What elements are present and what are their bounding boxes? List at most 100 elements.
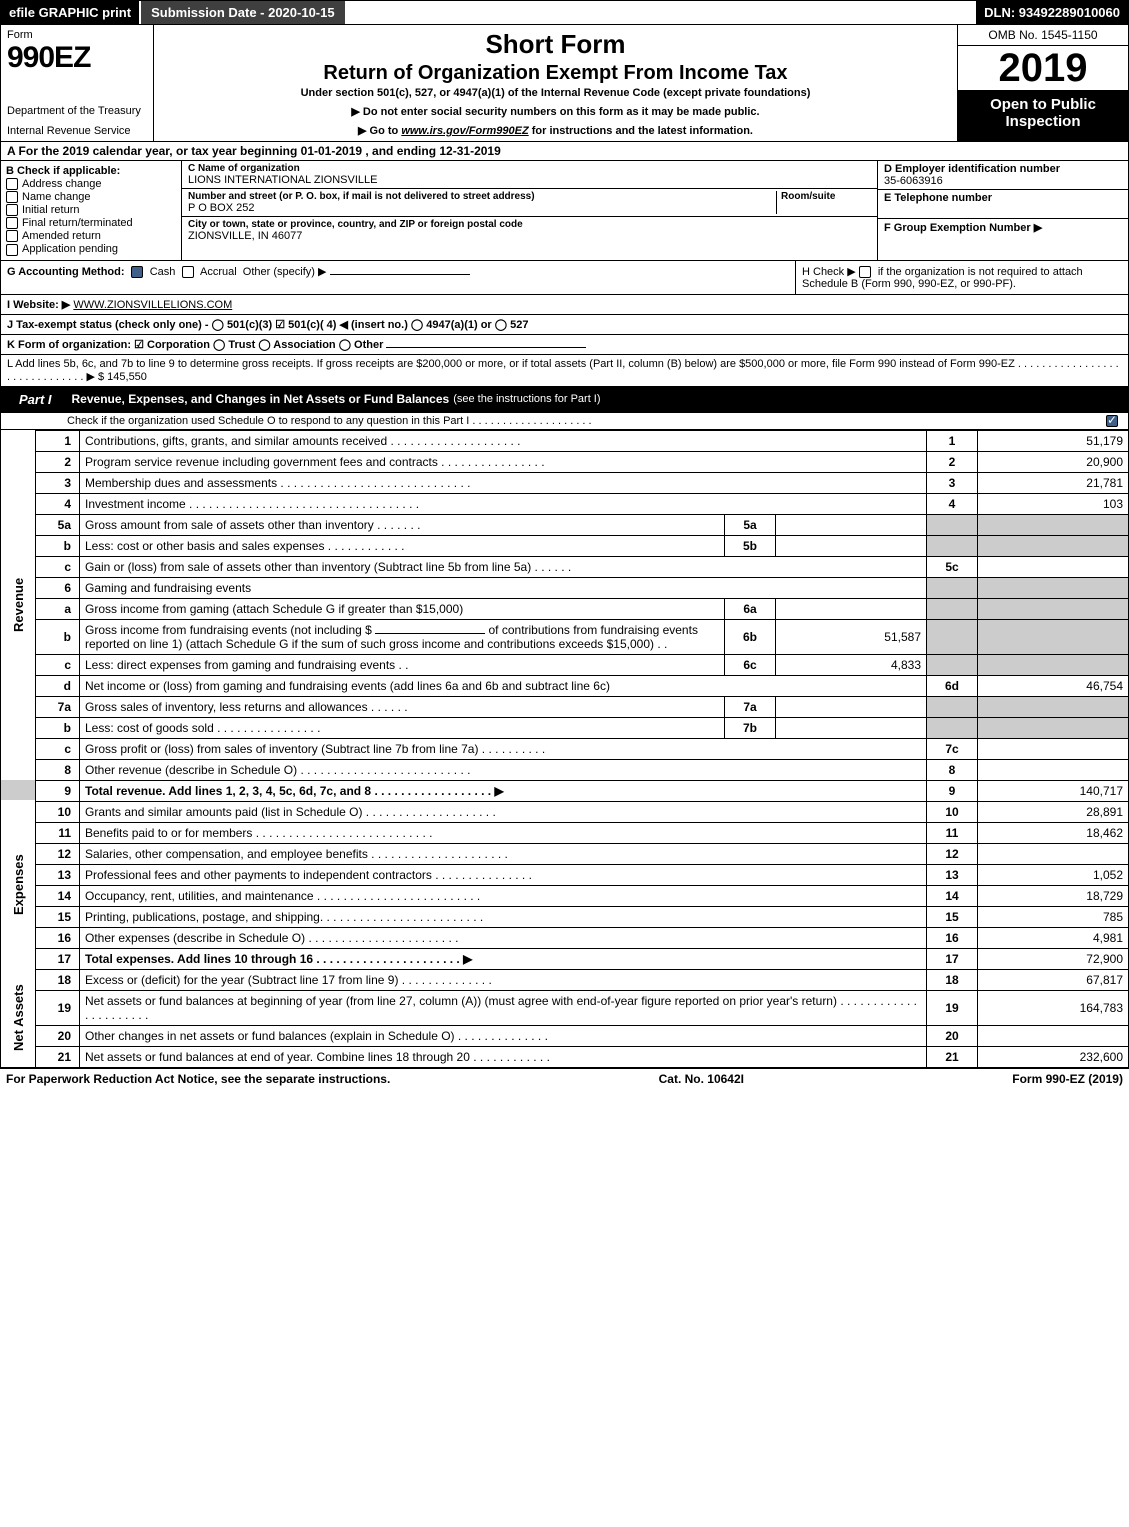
line-num: a — [36, 598, 80, 619]
shaded-cell — [927, 514, 978, 535]
line-ref: 10 — [927, 801, 978, 822]
org-name-row: C Name of organization LIONS INTERNATION… — [182, 161, 877, 189]
l6b-blank[interactable] — [375, 633, 485, 634]
box-b-opt[interactable]: Address change — [6, 178, 176, 190]
line-ref: 14 — [927, 885, 978, 906]
box-def: D Employer identification number 35-6063… — [878, 161, 1128, 260]
box-b-opt[interactable]: Initial return — [6, 204, 176, 216]
line-amount: 103 — [978, 493, 1129, 514]
line-num: 2 — [36, 451, 80, 472]
line-ref: 13 — [927, 864, 978, 885]
line-num: d — [36, 675, 80, 696]
footer-left: For Paperwork Reduction Act Notice, see … — [6, 1072, 390, 1086]
line-desc: Program service revenue including govern… — [80, 451, 927, 472]
shaded-cell — [927, 577, 978, 598]
row-g: G Accounting Method: Cash Accrual Other … — [1, 261, 795, 294]
line-desc: Contributions, gifts, grants, and simila… — [80, 430, 927, 451]
opt-address-change: Address change — [22, 178, 102, 190]
line-ref: 18 — [927, 969, 978, 990]
goto-line: ▶ Go to www.irs.gov/Form990EZ for instru… — [160, 124, 951, 137]
l6b-d1: Gross income from fundraising events (no… — [85, 623, 372, 637]
line-desc: Other changes in net assets or fund bala… — [80, 1025, 927, 1046]
inner-line-ref: 7b — [725, 717, 776, 738]
inner-line-ref: 5b — [725, 535, 776, 556]
part-1-title: Revenue, Expenses, and Changes in Net As… — [72, 392, 450, 406]
line-num: 19 — [36, 990, 80, 1025]
row-l: L Add lines 5b, 6c, and 7b to line 9 to … — [0, 355, 1129, 387]
efile-print-label[interactable]: efile GRAPHIC print — [1, 1, 139, 24]
goto-post: for instructions and the latest informat… — [529, 125, 753, 137]
line-num: 16 — [36, 927, 80, 948]
box-e: E Telephone number — [878, 190, 1128, 219]
goto-pre: ▶ Go to — [358, 125, 401, 137]
table-row: 6 Gaming and fundraising events — [1, 577, 1129, 598]
shaded-cell — [978, 696, 1129, 717]
line-num: 10 — [36, 801, 80, 822]
org-name-label: C Name of organization — [188, 163, 871, 174]
department-label: Department of the Treasury — [7, 105, 147, 117]
part-1-checkbox[interactable]: ✓ — [1106, 415, 1118, 427]
box-b-opt[interactable]: Application pending — [6, 243, 176, 255]
line-ref: 4 — [927, 493, 978, 514]
line-num: 17 — [36, 948, 80, 969]
line-desc: Other revenue (describe in Schedule O) .… — [80, 759, 927, 780]
g-other-blank[interactable] — [330, 274, 470, 275]
goto-link[interactable]: www.irs.gov/Form990EZ — [401, 125, 528, 137]
row-i: I Website: ▶ WWW.ZIONSVILLELIONS.COM — [0, 295, 1129, 315]
page-footer: For Paperwork Reduction Act Notice, see … — [0, 1068, 1129, 1089]
k-text: K Form of organization: ☑ Corporation ◯ … — [7, 339, 383, 351]
l-amount: $ 145,550 — [98, 371, 147, 383]
shaded-cell — [978, 619, 1129, 654]
expenses-side-label: Expenses — [1, 801, 36, 969]
box-b-opt[interactable]: Name change — [6, 191, 176, 203]
shaded-cell — [978, 654, 1129, 675]
line-desc: Net income or (loss) from gaming and fun… — [80, 675, 927, 696]
line-num: 21 — [36, 1046, 80, 1067]
line-desc: Gaming and fundraising events — [80, 577, 927, 598]
line-num: b — [36, 717, 80, 738]
ein-value: 35-6063916 — [884, 175, 1122, 187]
line-amount — [978, 759, 1129, 780]
line-ref: 21 — [927, 1046, 978, 1067]
city-row: City or town, state or province, country… — [182, 217, 877, 244]
table-row: 19 Net assets or fund balances at beginn… — [1, 990, 1129, 1025]
table-row: 7a Gross sales of inventory, less return… — [1, 696, 1129, 717]
h-check[interactable] — [859, 266, 871, 278]
table-row: d Net income or (loss) from gaming and f… — [1, 675, 1129, 696]
table-row: 15 Printing, publications, postage, and … — [1, 906, 1129, 927]
opt-final-return: Final return/terminated — [22, 217, 133, 229]
line-amount: 46,754 — [978, 675, 1129, 696]
info-grid: B Check if applicable: Address change Na… — [0, 161, 1129, 261]
line-desc: Gross sales of inventory, less returns a… — [80, 696, 725, 717]
omb-number: OMB No. 1545-1150 — [958, 25, 1128, 46]
short-form-title: Short Form — [160, 29, 951, 60]
box-b-opt[interactable]: Amended return — [6, 230, 176, 242]
table-row: 16 Other expenses (describe in Schedule … — [1, 927, 1129, 948]
table-row: 21 Net assets or fund balances at end of… — [1, 1046, 1129, 1067]
line-desc: Net assets or fund balances at end of ye… — [80, 1046, 927, 1067]
opt-name-change: Name change — [22, 191, 91, 203]
shaded-cell — [927, 717, 978, 738]
l9-bold: Total revenue. Add lines 1, 2, 3, 4, 5c,… — [85, 784, 504, 798]
table-row: a Gross income from gaming (attach Sched… — [1, 598, 1129, 619]
opt-amended-return: Amended return — [22, 230, 101, 242]
table-row: b Less: cost or other basis and sales ex… — [1, 535, 1129, 556]
street-value: P O BOX 252 — [188, 202, 776, 214]
shaded-cell — [927, 654, 978, 675]
box-b-title: B Check if applicable: — [6, 165, 176, 177]
shaded-cell — [978, 598, 1129, 619]
g-accrual-check[interactable] — [182, 266, 194, 278]
g-accrual: Accrual — [200, 266, 237, 278]
line-num: 3 — [36, 472, 80, 493]
k-other-blank[interactable] — [386, 347, 586, 348]
website-link[interactable]: WWW.ZIONSVILLELIONS.COM — [73, 299, 232, 311]
line-amount: 232,600 — [978, 1046, 1129, 1067]
line-desc: Membership dues and assessments . . . . … — [80, 472, 927, 493]
box-b-opt[interactable]: Final return/terminated — [6, 217, 176, 229]
footer-right: Form 990-EZ (2019) — [1012, 1072, 1123, 1086]
dln-label: DLN: 93492289010060 — [976, 1, 1128, 24]
gh-row: G Accounting Method: Cash Accrual Other … — [0, 261, 1129, 295]
g-cash-check[interactable] — [131, 266, 143, 278]
inner-line-val — [776, 535, 927, 556]
part-1-label: Part I — [9, 390, 62, 409]
